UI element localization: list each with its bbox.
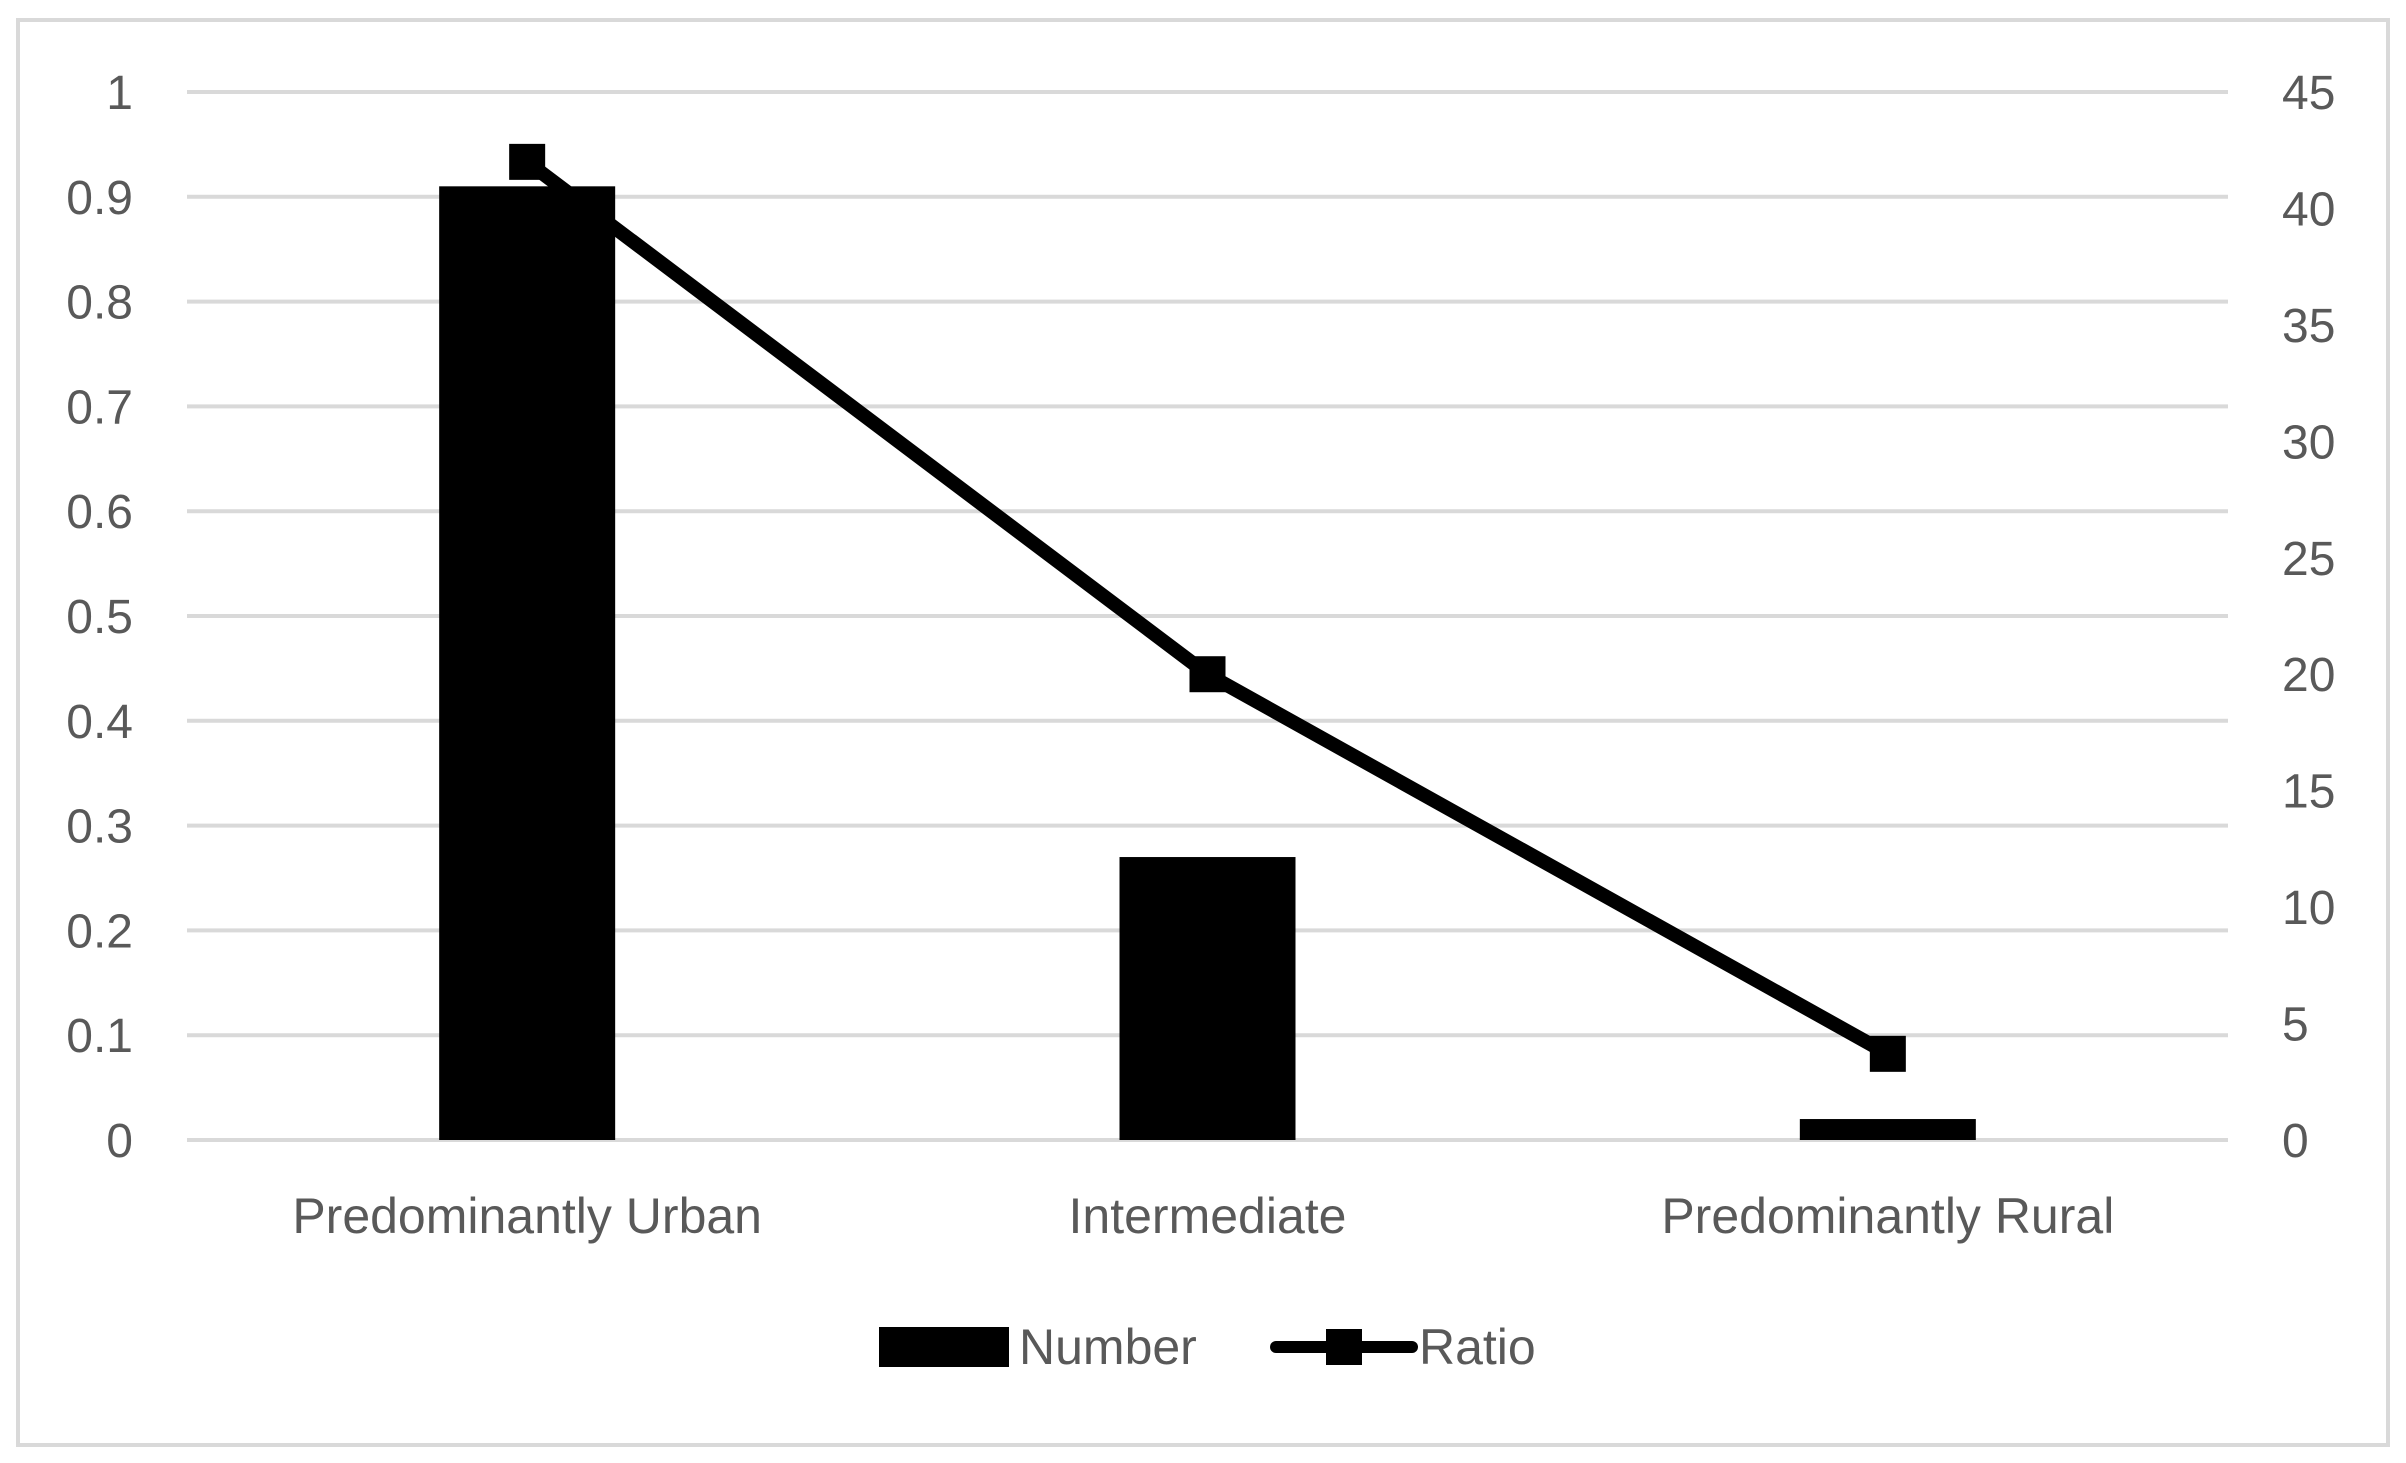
legend-label-ratio: Ratio — [1419, 1319, 1536, 1375]
left-axis-tick-label: 0.9 — [66, 172, 133, 225]
legend: Number Ratio — [879, 1319, 1536, 1375]
number-bars — [439, 186, 1976, 1140]
bar-number — [1799, 1119, 1976, 1140]
left-axis-tick-label: 0.5 — [66, 591, 133, 644]
ratio-line-series — [509, 143, 1906, 1072]
right-axis-tick-label: 35 — [2282, 300, 2335, 353]
left-axis-tick-label: 0.1 — [66, 1010, 133, 1063]
left-axis-tick-label: 0.6 — [66, 486, 133, 539]
left-axis-tick-label: 0.8 — [66, 277, 133, 330]
right-axis-ticks: 0 5 10 15 20 25 30 35 40 45 — [2282, 67, 2335, 1168]
legend-label-number: Number — [1019, 1319, 1197, 1375]
right-axis-tick-label: 25 — [2282, 533, 2335, 586]
left-axis-ticks: 0 0.1 0.2 0.3 0.4 0.5 0.6 0.7 0.8 0.9 1 — [66, 67, 133, 1168]
right-axis-tick-label: 45 — [2282, 67, 2335, 120]
right-axis-tick-label: 15 — [2282, 766, 2335, 819]
ratio-marker — [509, 143, 546, 180]
right-axis-tick-label: 20 — [2282, 649, 2335, 702]
right-axis-tick-label: 30 — [2282, 416, 2335, 469]
bar-number — [439, 186, 616, 1140]
legend-marker-ratio — [1326, 1329, 1362, 1365]
ratio-marker — [1869, 1035, 1906, 1072]
category-label: Predominantly Urban — [292, 1188, 762, 1244]
left-axis-tick-label: 0.2 — [66, 905, 133, 958]
right-axis-tick-label: 5 — [2282, 999, 2309, 1052]
category-label: Intermediate — [1069, 1188, 1347, 1244]
ratio-marker — [1189, 656, 1226, 693]
left-axis-tick-label: 0.7 — [66, 381, 133, 434]
left-axis-tick-label: 0 — [106, 1115, 133, 1168]
right-axis-tick-label: 0 — [2282, 1115, 2309, 1168]
legend-swatch-number — [879, 1327, 1009, 1367]
left-axis-tick-label: 0.3 — [66, 801, 133, 854]
chart-border — [16, 18, 2390, 1447]
bar-number — [1119, 857, 1296, 1140]
left-axis-tick-label: 0.4 — [66, 696, 133, 749]
right-axis-tick-label: 40 — [2282, 183, 2335, 236]
category-label: Predominantly Rural — [1661, 1188, 2114, 1244]
left-axis-tick-label: 1 — [106, 67, 133, 120]
x-axis-category-labels: Predominantly Urban Intermediate Predomina… — [292, 1188, 2114, 1244]
right-axis-tick-label: 10 — [2282, 882, 2335, 935]
